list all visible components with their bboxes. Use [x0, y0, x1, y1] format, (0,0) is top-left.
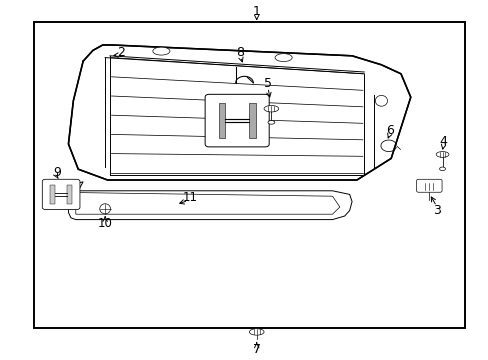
Bar — [50, 185, 55, 204]
Bar — [34, 22, 464, 328]
Bar — [67, 185, 72, 204]
Polygon shape — [68, 182, 351, 220]
FancyBboxPatch shape — [416, 179, 441, 192]
Text: 5: 5 — [264, 77, 271, 90]
Text: 11: 11 — [182, 191, 197, 204]
FancyBboxPatch shape — [205, 94, 268, 147]
Text: 3: 3 — [432, 204, 440, 217]
Text: 4: 4 — [439, 135, 447, 148]
FancyBboxPatch shape — [42, 179, 80, 210]
Bar — [249, 103, 255, 138]
Ellipse shape — [264, 105, 278, 112]
Ellipse shape — [439, 167, 445, 171]
Ellipse shape — [435, 152, 448, 157]
Bar — [218, 103, 224, 138]
Ellipse shape — [152, 47, 170, 55]
Text: 10: 10 — [98, 217, 112, 230]
Ellipse shape — [100, 204, 110, 214]
Text: 6: 6 — [385, 124, 393, 137]
Polygon shape — [68, 45, 410, 180]
Text: 9: 9 — [53, 166, 61, 179]
Ellipse shape — [274, 54, 291, 62]
Ellipse shape — [375, 95, 387, 106]
Ellipse shape — [249, 329, 264, 335]
Text: 2: 2 — [117, 46, 125, 59]
Ellipse shape — [267, 121, 274, 124]
Text: 8: 8 — [236, 46, 244, 59]
Text: 7: 7 — [252, 343, 260, 356]
Text: 1: 1 — [252, 5, 260, 18]
